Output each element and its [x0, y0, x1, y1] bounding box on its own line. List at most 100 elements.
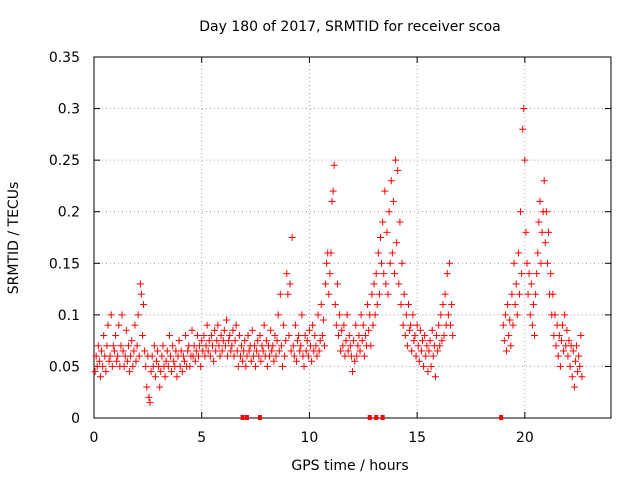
data-point	[140, 301, 148, 309]
data-point	[316, 337, 324, 345]
data-point	[527, 280, 535, 288]
data-point	[549, 290, 557, 298]
data-point	[504, 301, 512, 309]
data-point	[412, 352, 420, 360]
data-point	[332, 321, 340, 329]
data-point	[338, 326, 346, 334]
data-point	[213, 337, 221, 345]
chart-title: Day 180 of 2017, SRMTID for receiver sco…	[199, 19, 501, 35]
data-point	[542, 208, 550, 216]
data-point	[129, 362, 137, 370]
data-point	[127, 352, 135, 360]
data-point	[287, 347, 295, 355]
data-point	[444, 311, 452, 319]
data-point	[566, 362, 574, 370]
data-point	[288, 234, 296, 241]
data-point	[248, 326, 256, 334]
data-point	[436, 342, 444, 350]
data-point	[235, 331, 243, 339]
data-point	[193, 331, 201, 339]
data-point	[365, 326, 373, 334]
data-point	[301, 331, 309, 339]
data-point	[241, 337, 249, 345]
data-point	[96, 373, 104, 381]
data-point	[325, 290, 333, 298]
data-point	[392, 156, 400, 164]
data-point	[242, 362, 250, 370]
data-point	[179, 352, 187, 360]
data-point	[422, 352, 430, 360]
data-point	[382, 280, 390, 288]
data-point	[159, 342, 167, 350]
data-point	[151, 373, 159, 381]
data-point	[227, 347, 235, 355]
data-point	[124, 342, 132, 350]
data-point	[245, 347, 253, 355]
data-point	[234, 362, 242, 370]
data-point	[226, 331, 234, 339]
data-point	[212, 347, 220, 355]
data-point	[346, 342, 354, 350]
data-point	[398, 259, 406, 267]
data-point	[406, 326, 414, 334]
y-tick-label: 0.1	[58, 308, 80, 324]
data-point	[170, 357, 178, 365]
data-point	[535, 218, 543, 226]
y-tick-label: 0.2	[58, 205, 80, 221]
data-point	[309, 321, 317, 329]
data-point	[393, 239, 401, 247]
data-point	[143, 383, 151, 391]
data-point	[421, 331, 429, 339]
data-point	[407, 321, 415, 329]
data-point	[194, 352, 202, 360]
data-point	[410, 337, 418, 345]
data-point	[132, 357, 140, 365]
data-point	[274, 311, 282, 319]
data-point	[276, 290, 284, 298]
data-point	[165, 331, 173, 339]
data-point	[229, 326, 237, 334]
data-point	[94, 342, 102, 350]
data-point	[168, 368, 176, 376]
data-point	[278, 362, 286, 370]
data-point	[388, 249, 396, 257]
data-point	[269, 342, 277, 350]
y-tick-label: 0	[71, 411, 80, 427]
data-point	[379, 218, 387, 226]
data-point	[225, 337, 233, 345]
data-point	[508, 290, 516, 298]
data-point	[570, 383, 578, 391]
data-point	[387, 177, 395, 185]
data-point	[396, 218, 404, 226]
data-point	[339, 342, 347, 350]
data-point	[107, 311, 115, 319]
data-point	[164, 362, 172, 370]
y-tick-label: 0.15	[49, 256, 80, 272]
data-point	[294, 337, 302, 345]
data-point	[383, 228, 391, 236]
data-point	[359, 321, 367, 329]
data-point	[573, 342, 581, 350]
data-point	[120, 362, 128, 370]
data-point	[434, 347, 442, 355]
data-point	[134, 311, 142, 319]
data-point	[441, 290, 449, 298]
data-point	[137, 290, 145, 298]
data-point	[206, 352, 214, 360]
data-point	[231, 337, 239, 345]
data-point	[202, 342, 210, 350]
data-point	[221, 342, 229, 350]
data-point	[354, 342, 362, 350]
data-point	[427, 362, 435, 370]
data-point	[315, 347, 323, 355]
data-point	[281, 352, 289, 360]
data-point	[448, 301, 456, 309]
data-point	[133, 342, 141, 350]
data-point	[122, 326, 130, 334]
data-point	[176, 362, 184, 370]
data-point	[130, 347, 138, 355]
data-point	[319, 316, 327, 324]
axis-ticks: 0 5 10 15 20 0 0.05 0.1 0.15 0.2 0.25 0.3 0.35	[49, 50, 611, 446]
data-point	[191, 357, 199, 365]
data-point	[443, 270, 451, 278]
